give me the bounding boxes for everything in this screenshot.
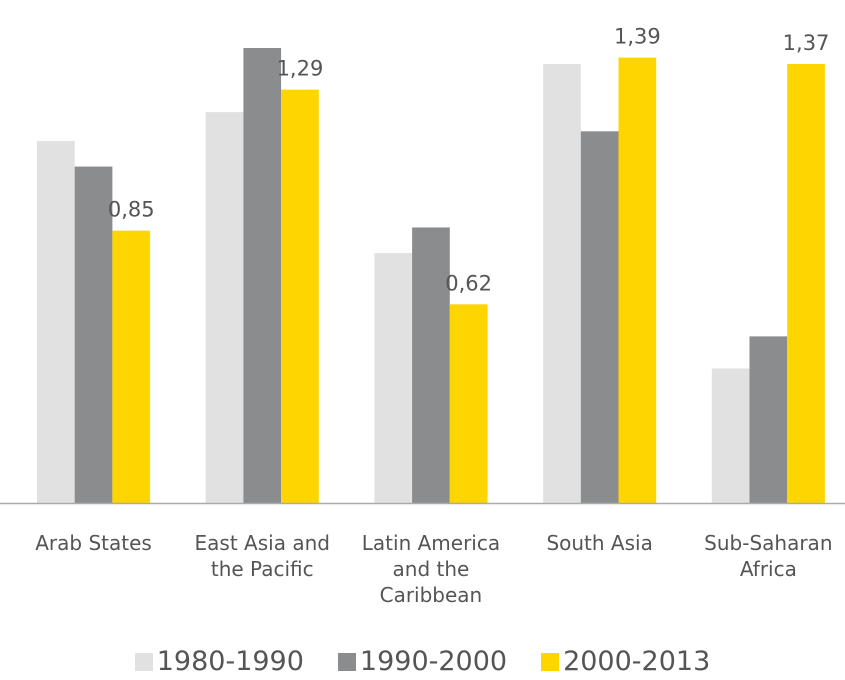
legend-item: 1980-1990	[134, 644, 304, 680]
bar	[205, 112, 244, 504]
bar	[711, 368, 750, 503]
x-tick-label: South Asia	[546, 531, 653, 555]
x-tick-label: East Asia and the Pacific	[194, 531, 330, 581]
x-tick-label: Arab States	[35, 531, 152, 555]
legend-swatch	[337, 653, 356, 671]
x-tick-label: Latin America and the Caribbean	[361, 531, 501, 607]
bar	[112, 230, 151, 503]
bar	[787, 64, 825, 504]
legend-swatch	[541, 653, 560, 671]
value-label: 1,37	[783, 31, 830, 55]
bar	[74, 166, 113, 503]
bar	[37, 140, 75, 503]
bar	[281, 89, 319, 503]
value-label: 1,39	[614, 25, 661, 49]
value-label: 0,85	[108, 198, 155, 222]
bar	[580, 131, 619, 503]
legend-swatch	[134, 653, 153, 671]
value-label: 0,62	[445, 271, 492, 295]
legend-label: 1990-2000	[359, 646, 508, 677]
x-tick-label: Sub-Saharan Africa	[704, 531, 833, 581]
legend-label: 1980-1990	[156, 646, 304, 677]
value-label: 1,29	[277, 57, 324, 81]
legend-item: 1990-2000	[337, 644, 508, 680]
bar	[449, 304, 488, 503]
bar	[543, 64, 581, 504]
bar	[374, 253, 413, 503]
legend: 1980-1990 1990-2000 2000-2013	[0, 644, 845, 680]
bar	[749, 336, 788, 503]
legend-label: 2000-2013	[563, 646, 711, 677]
bar	[412, 227, 450, 503]
bar	[618, 57, 657, 504]
bar	[243, 48, 282, 503]
legend-item: 2000-2013	[541, 644, 710, 680]
